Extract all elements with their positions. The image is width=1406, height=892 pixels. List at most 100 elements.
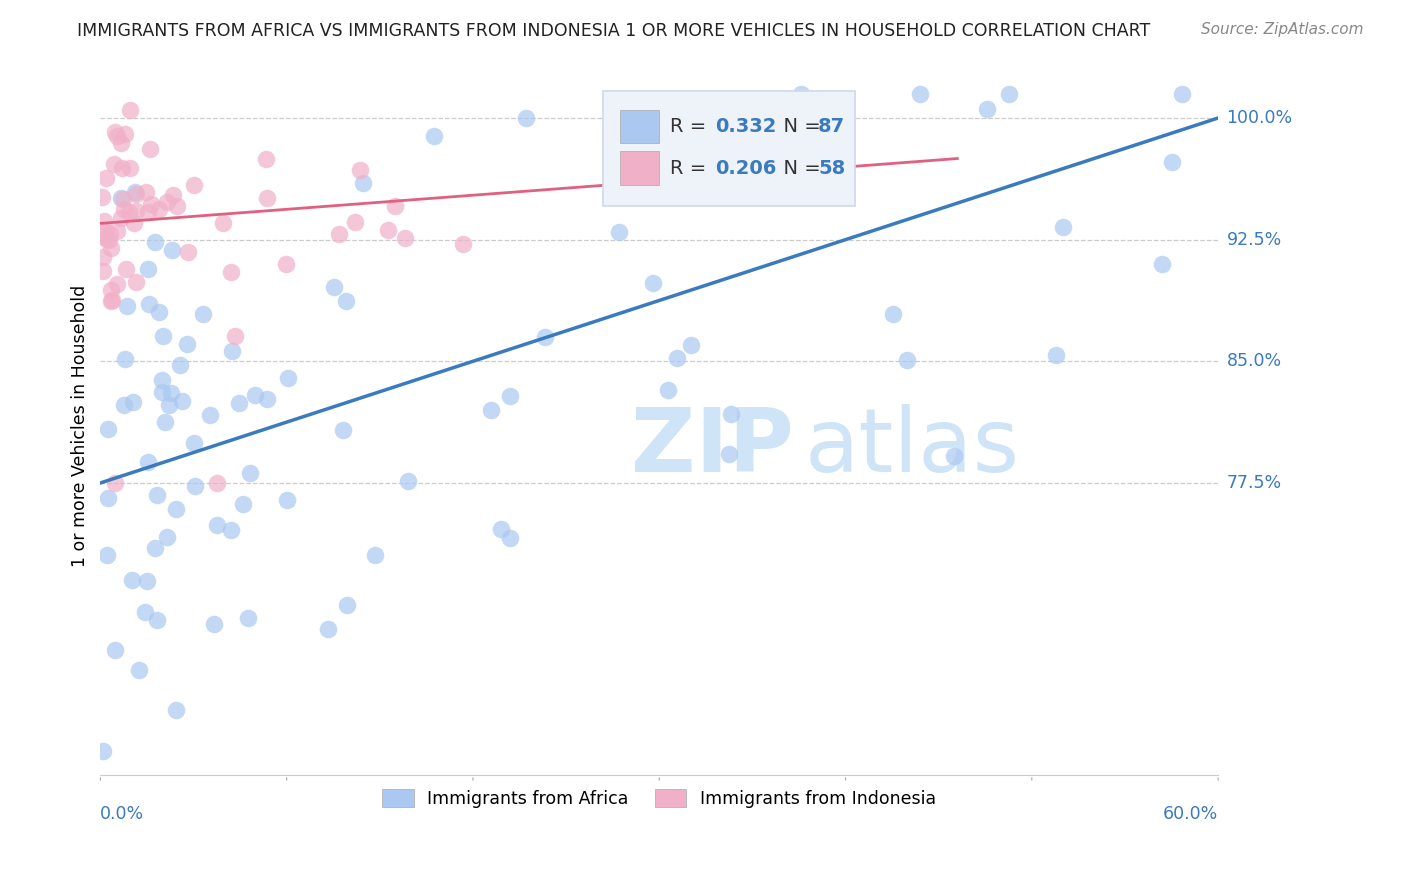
Point bbox=[136, 205, 159, 219]
Point bbox=[254, 153, 277, 167]
Point bbox=[91, 230, 114, 244]
Point bbox=[136, 574, 159, 589]
Point bbox=[169, 358, 191, 372]
Point bbox=[349, 163, 371, 178]
Text: 0.332: 0.332 bbox=[716, 117, 776, 136]
Point bbox=[125, 186, 148, 201]
Point bbox=[105, 277, 128, 292]
Point bbox=[789, 87, 811, 101]
Point bbox=[1045, 348, 1067, 362]
Point bbox=[170, 394, 193, 409]
Point bbox=[534, 330, 557, 344]
Point bbox=[316, 622, 339, 636]
Point bbox=[183, 178, 205, 193]
Point bbox=[1150, 257, 1173, 271]
Text: 0.206: 0.206 bbox=[716, 159, 776, 178]
Point bbox=[165, 502, 187, 516]
Point bbox=[654, 153, 676, 167]
Text: 92.5%: 92.5% bbox=[1226, 231, 1282, 249]
Point bbox=[256, 191, 278, 205]
Text: 58: 58 bbox=[818, 159, 845, 178]
Point bbox=[245, 388, 267, 402]
Point bbox=[128, 663, 150, 677]
Point bbox=[998, 87, 1021, 101]
Point bbox=[219, 523, 242, 537]
Point bbox=[335, 294, 357, 309]
Point bbox=[882, 307, 904, 321]
Point bbox=[491, 522, 513, 536]
Point bbox=[143, 541, 166, 555]
Point bbox=[212, 216, 235, 230]
Point bbox=[100, 283, 122, 297]
Point bbox=[202, 616, 225, 631]
Text: 77.5%: 77.5% bbox=[1226, 474, 1282, 492]
Point bbox=[183, 436, 205, 450]
Point bbox=[224, 329, 246, 343]
Point bbox=[156, 195, 179, 210]
Point bbox=[515, 112, 537, 126]
Point bbox=[910, 87, 932, 101]
Point bbox=[93, 214, 115, 228]
Point bbox=[115, 299, 138, 313]
Text: R =: R = bbox=[671, 117, 713, 136]
Legend: Immigrants from Africa, Immigrants from Indonesia: Immigrants from Africa, Immigrants from … bbox=[375, 782, 943, 815]
Point bbox=[91, 189, 114, 203]
Point bbox=[91, 264, 114, 278]
Point bbox=[228, 395, 250, 409]
Point bbox=[101, 293, 124, 307]
Point bbox=[148, 202, 170, 216]
Point bbox=[121, 574, 143, 588]
Point bbox=[98, 227, 121, 241]
Text: N =: N = bbox=[770, 117, 827, 136]
Point bbox=[110, 191, 132, 205]
Point bbox=[332, 423, 354, 437]
Point bbox=[125, 275, 148, 289]
Point bbox=[942, 450, 965, 464]
Point bbox=[160, 243, 183, 257]
Point bbox=[112, 398, 135, 412]
Point bbox=[499, 531, 522, 545]
Point bbox=[344, 215, 367, 229]
Point bbox=[232, 497, 254, 511]
Point bbox=[138, 297, 160, 311]
FancyBboxPatch shape bbox=[620, 110, 659, 143]
Point bbox=[104, 125, 127, 139]
Point bbox=[97, 491, 120, 505]
Point bbox=[159, 398, 181, 412]
Point bbox=[103, 157, 125, 171]
Point bbox=[110, 211, 132, 225]
Point bbox=[976, 102, 998, 116]
Point bbox=[96, 548, 118, 562]
Point bbox=[104, 475, 127, 490]
Point bbox=[114, 127, 136, 141]
Text: 100.0%: 100.0% bbox=[1226, 109, 1292, 127]
Point bbox=[336, 598, 359, 612]
Point bbox=[160, 386, 183, 401]
Point bbox=[114, 351, 136, 366]
Point bbox=[153, 415, 176, 429]
Point bbox=[221, 344, 243, 359]
Point bbox=[118, 205, 141, 219]
Point bbox=[176, 337, 198, 351]
Point bbox=[394, 231, 416, 245]
Point bbox=[100, 294, 122, 309]
Point bbox=[156, 530, 179, 544]
Point bbox=[177, 245, 200, 260]
Point bbox=[100, 241, 122, 255]
Point bbox=[681, 338, 703, 352]
Point bbox=[94, 225, 117, 239]
Point bbox=[384, 199, 406, 213]
Text: 0.0%: 0.0% bbox=[100, 805, 145, 823]
Point bbox=[720, 407, 742, 421]
FancyBboxPatch shape bbox=[603, 91, 855, 206]
Point bbox=[184, 479, 207, 493]
Point bbox=[239, 466, 262, 480]
Point bbox=[94, 171, 117, 186]
Point bbox=[1171, 87, 1194, 101]
Point bbox=[139, 142, 162, 156]
Text: R =: R = bbox=[671, 159, 713, 178]
Point bbox=[666, 351, 689, 366]
Point bbox=[377, 222, 399, 236]
Point bbox=[111, 161, 134, 175]
Point bbox=[453, 236, 475, 251]
